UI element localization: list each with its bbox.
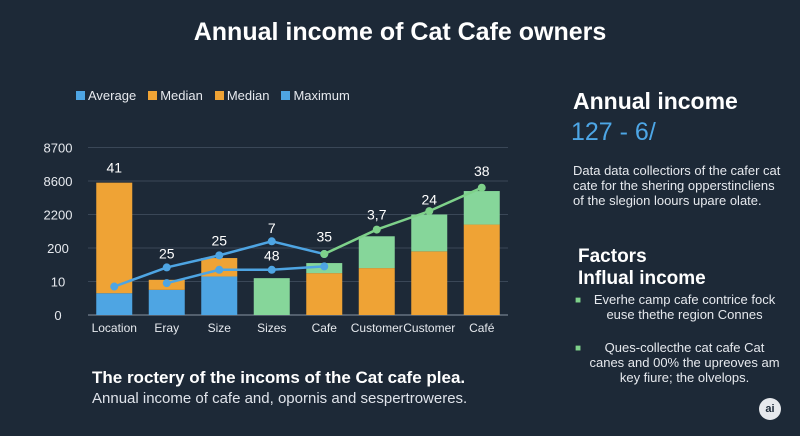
ai-badge-icon: ai	[759, 398, 781, 420]
series-point	[267, 265, 276, 274]
series-point	[162, 279, 171, 288]
factor-text: Ques-collecthe cat cafe Cat canes and 00…	[589, 340, 780, 385]
y-tick-label: 200	[47, 241, 69, 256]
legend-swatch	[76, 91, 85, 100]
factor-text: Everhe camp cafe contrice fock euse thet…	[593, 292, 776, 322]
chart-title: Annual income of Cat Cafe owners	[193, 18, 607, 46]
legend-item-average: Average	[76, 88, 136, 103]
bar-segment-top	[96, 182, 133, 294]
side-panel-value: 127 - 6/	[571, 118, 656, 146]
y-tick-label: 0	[54, 308, 61, 323]
data-label: 25	[159, 246, 175, 262]
data-label: 3,7	[367, 207, 387, 223]
y-tick-label: 8700	[44, 141, 73, 156]
x-tick-label: Sizes	[257, 321, 286, 335]
bar-segment-bottom	[463, 224, 500, 315]
data-label: 48	[264, 247, 280, 263]
caption-heading: The roctery of the incoms of the Cat caf…	[92, 368, 466, 387]
factors-heading-line-2: Influal income	[578, 268, 706, 289]
bullet-icon: ■	[575, 343, 582, 354]
bar-segment-top	[411, 214, 448, 252]
x-tick-label: Customer	[351, 321, 403, 335]
side-panel-title: Annual income	[573, 88, 738, 114]
data-label: 7	[268, 220, 276, 236]
data-label: 35	[316, 228, 332, 244]
series-point	[320, 250, 329, 259]
x-tick-label: Size	[208, 321, 232, 335]
series-point	[477, 183, 486, 192]
bar-segment-bottom	[96, 293, 133, 315]
y-tick-label: 10	[51, 275, 65, 290]
y-tick-label: 8600	[44, 174, 73, 189]
bar-segment-bottom	[411, 251, 448, 315]
x-tick-label: Eray	[154, 321, 179, 335]
data-label: 38	[474, 163, 490, 179]
data-label: 24	[421, 191, 437, 207]
legend-label: Median	[226, 88, 270, 103]
legend-label: Average	[88, 88, 137, 103]
series-point	[215, 265, 224, 274]
factors-heading: Factors Influal income	[578, 246, 706, 290]
chart-legend: Average Median Median Maximum	[76, 88, 350, 103]
legend-item-maximum: Maximum	[281, 88, 350, 103]
data-label: 25	[211, 232, 227, 248]
factor-item: ■ Ques-collecthe cat cafe Cat canes and …	[575, 340, 780, 385]
x-tick-label: Café	[469, 321, 495, 335]
legend-swatch	[214, 91, 224, 100]
factors-heading-line-1: Factors	[578, 246, 647, 267]
side-panel-description: Data data collectiors of the cafer cat c…	[573, 163, 781, 208]
series-line	[323, 186, 483, 256]
bar-segment-bottom	[306, 273, 343, 315]
series-point	[425, 207, 434, 216]
series-point	[267, 237, 276, 246]
bar-segment-top	[463, 191, 500, 225]
series-line	[166, 265, 325, 285]
legend-label: Median	[160, 88, 203, 103]
series-point	[320, 262, 329, 271]
bar-segment-bottom	[358, 268, 395, 315]
bar-segment-bottom	[201, 276, 238, 315]
bar-segment-bottom	[253, 278, 290, 315]
x-tick-label: Cafe	[312, 321, 338, 335]
x-tick-label: Location	[92, 321, 137, 335]
legend-item-median: Median	[148, 88, 203, 103]
legend-label: Maximum	[293, 88, 350, 103]
series-point	[215, 251, 224, 260]
y-tick-label: 2200	[44, 208, 73, 223]
legend-swatch	[281, 91, 291, 100]
bullet-icon: ■	[575, 295, 582, 306]
series-point	[110, 282, 119, 291]
legend-item-median-2: Median	[214, 88, 270, 103]
series-point	[162, 263, 171, 272]
factors-list: ■ Everhe camp cafe contrice fock euse th…	[575, 292, 780, 403]
factor-item: ■ Everhe camp cafe contrice fock euse th…	[575, 292, 780, 322]
series-point	[372, 225, 381, 234]
caption-subtext: Annual income of cafe and, opornis and s…	[92, 390, 468, 407]
data-label: 41	[106, 160, 122, 176]
bar-segment-bottom	[148, 289, 185, 315]
bar-chart: 0 10 200 2200 8600 8700 Location Eray Size Sizes C…	[44, 141, 508, 335]
bar-segment-top	[358, 236, 395, 269]
legend-swatch	[148, 91, 158, 100]
x-tick-label: Customer	[403, 321, 455, 335]
